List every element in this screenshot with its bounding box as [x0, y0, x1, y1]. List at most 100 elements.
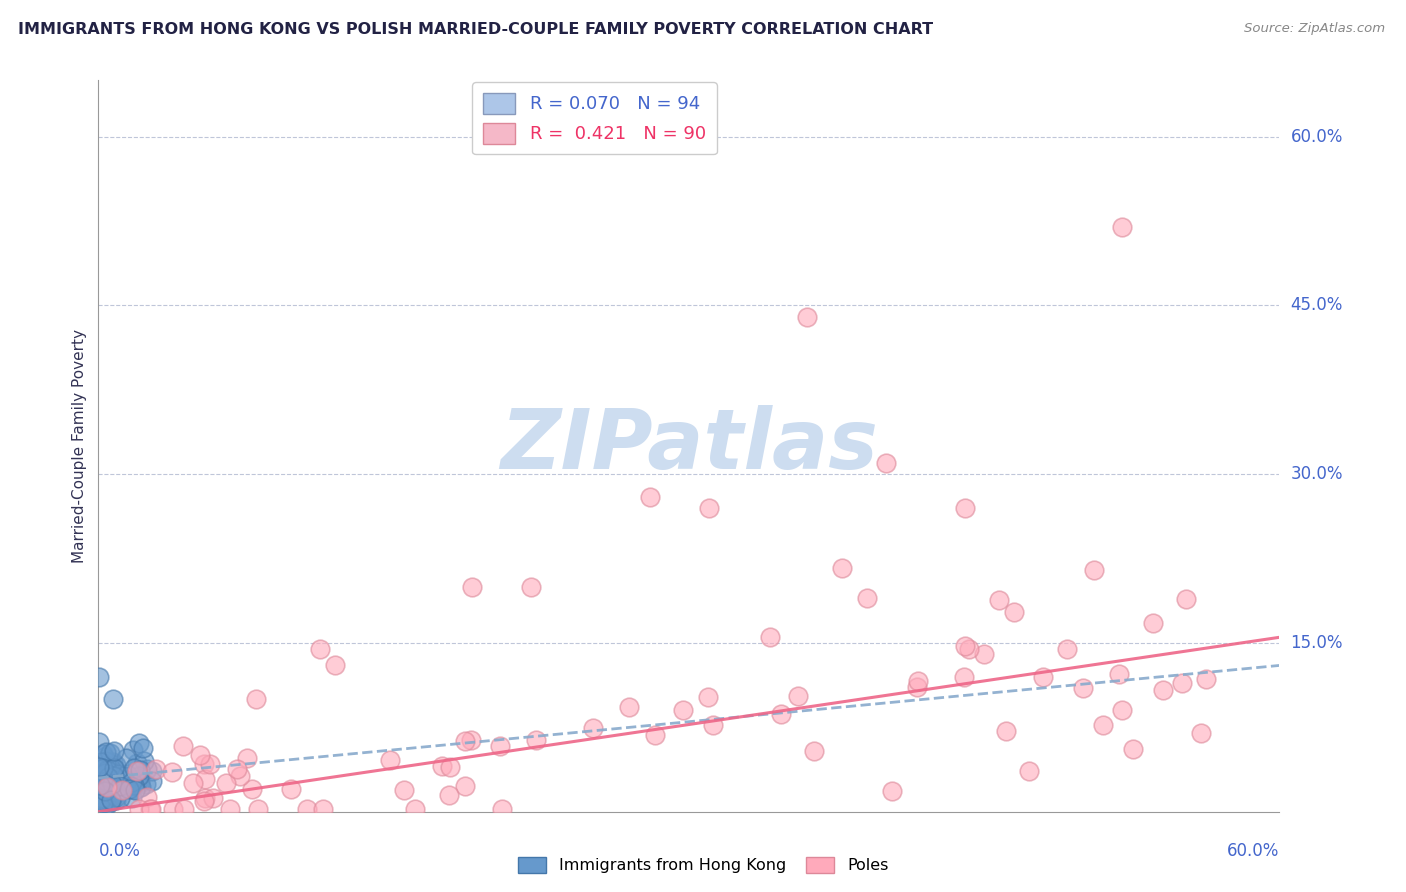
Legend: R = 0.070   N = 94, R =  0.421   N = 90: R = 0.070 N = 94, R = 0.421 N = 90	[472, 82, 717, 154]
Point	[245, 692, 267, 706]
Point	[453, 734, 475, 748]
Point	[103, 743, 125, 757]
Point	[297, 802, 319, 816]
Point	[128, 802, 150, 816]
Point	[97, 797, 120, 811]
Point	[89, 735, 111, 749]
Point	[987, 593, 1010, 607]
Point	[907, 673, 929, 688]
Point	[172, 739, 194, 753]
Point	[439, 760, 461, 774]
Point	[803, 743, 825, 757]
Point	[100, 788, 122, 802]
Point	[1195, 673, 1218, 687]
Point	[953, 500, 976, 515]
Point	[454, 779, 477, 793]
Point	[309, 642, 332, 657]
Point	[759, 630, 782, 644]
Point	[90, 755, 112, 769]
Point	[90, 790, 112, 805]
Point	[122, 761, 145, 775]
Point	[905, 680, 928, 694]
Y-axis label: Married-Couple Family Poverty: Married-Couple Family Poverty	[72, 329, 87, 563]
Point	[1171, 676, 1194, 690]
Point	[94, 784, 117, 798]
Point	[112, 776, 135, 790]
Text: 30.0%: 30.0%	[1291, 465, 1343, 483]
Point	[489, 739, 512, 753]
Point	[461, 580, 484, 594]
Point	[90, 790, 112, 805]
Point	[127, 772, 149, 786]
Point	[188, 747, 211, 762]
Point	[380, 753, 402, 767]
Point	[91, 796, 114, 810]
Point	[193, 791, 215, 805]
Point	[100, 764, 122, 779]
Point	[128, 769, 150, 783]
Point	[135, 777, 157, 791]
Point	[98, 795, 121, 809]
Point	[193, 794, 215, 808]
Point	[94, 754, 117, 768]
Point	[1152, 683, 1174, 698]
Point	[104, 789, 127, 804]
Point	[96, 763, 118, 777]
Point	[101, 756, 124, 770]
Point	[122, 778, 145, 792]
Point	[831, 561, 853, 575]
Point	[638, 490, 661, 504]
Point	[430, 759, 453, 773]
Point	[875, 456, 897, 470]
Point	[93, 775, 115, 789]
Point	[97, 770, 120, 784]
Text: ZIPatlas: ZIPatlas	[501, 406, 877, 486]
Point	[96, 791, 118, 805]
Point	[97, 793, 120, 807]
Point	[121, 775, 143, 789]
Point	[103, 761, 125, 775]
Text: IMMIGRANTS FROM HONG KONG VS POLISH MARRIED-COUPLE FAMILY POVERTY CORRELATION CH: IMMIGRANTS FROM HONG KONG VS POLISH MARR…	[18, 22, 934, 37]
Point	[855, 591, 877, 605]
Point	[236, 751, 259, 765]
Point	[101, 794, 124, 808]
Text: 15.0%: 15.0%	[1291, 634, 1343, 652]
Point	[90, 790, 112, 805]
Point	[520, 580, 543, 594]
Point	[129, 775, 152, 789]
Point	[97, 786, 120, 800]
Point	[672, 703, 695, 717]
Point	[94, 768, 117, 782]
Point	[129, 764, 152, 778]
Point	[1056, 642, 1078, 657]
Point	[93, 793, 115, 807]
Point	[94, 766, 117, 780]
Point	[160, 764, 183, 779]
Point	[136, 762, 159, 776]
Point	[103, 769, 125, 783]
Point	[91, 782, 114, 797]
Point	[141, 773, 163, 788]
Point	[787, 689, 810, 703]
Point	[953, 670, 976, 684]
Point	[582, 722, 605, 736]
Point	[115, 767, 138, 781]
Point	[101, 777, 124, 791]
Point	[437, 788, 460, 802]
Point	[129, 780, 152, 794]
Text: 60.0%: 60.0%	[1291, 128, 1343, 145]
Point	[115, 775, 138, 789]
Point	[1002, 605, 1025, 619]
Text: Source: ZipAtlas.com: Source: ZipAtlas.com	[1244, 22, 1385, 36]
Point	[404, 802, 426, 816]
Point	[115, 773, 138, 788]
Point	[136, 790, 159, 805]
Point	[769, 707, 792, 722]
Point	[139, 802, 162, 816]
Point	[162, 802, 184, 816]
Point	[122, 781, 145, 796]
Point	[127, 764, 149, 778]
Point	[89, 774, 111, 789]
Point	[312, 802, 335, 816]
Point	[323, 658, 346, 673]
